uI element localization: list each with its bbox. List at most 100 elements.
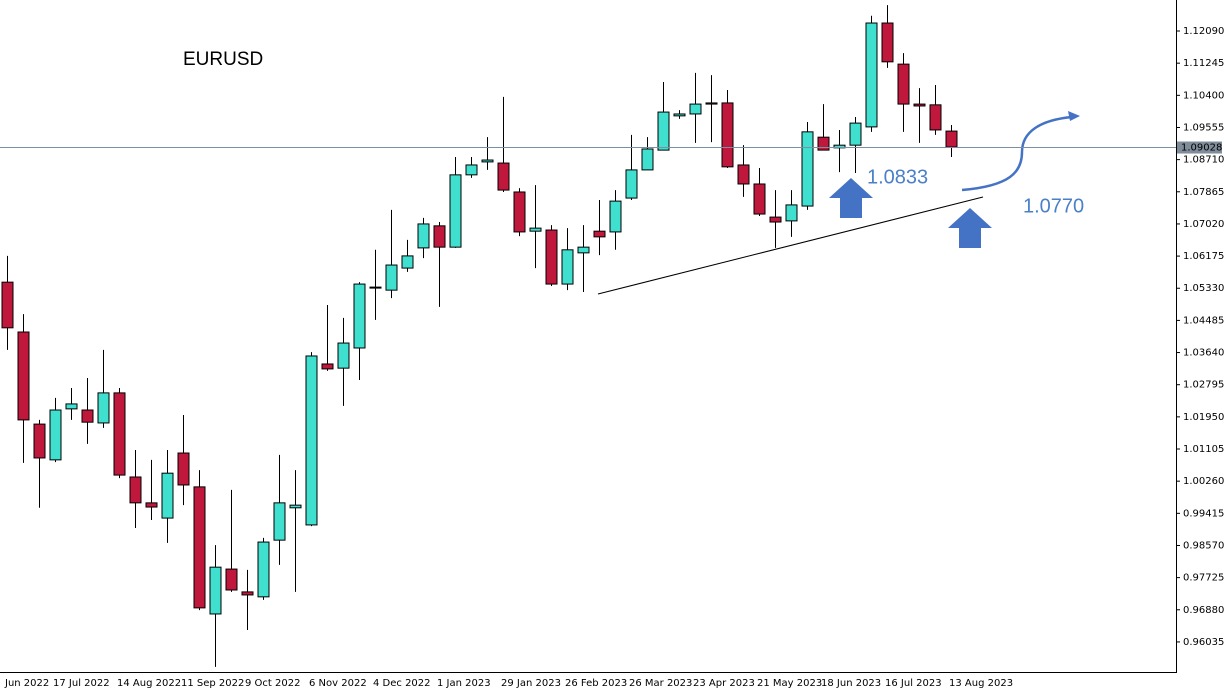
- candle-body: [17, 331, 30, 421]
- candle-body: [369, 286, 382, 289]
- x-tick-label: 4 Dec 2022: [373, 678, 431, 689]
- candle-body: [593, 230, 606, 238]
- candle-body: [33, 423, 46, 459]
- candle-body: [545, 229, 558, 285]
- up-arrow: [829, 178, 873, 218]
- candle-body: [257, 541, 270, 598]
- candle-body: [641, 148, 654, 171]
- candle-body: [417, 223, 430, 249]
- candle-body: [673, 113, 686, 117]
- arrow-head: [1068, 111, 1080, 121]
- candle-body: [785, 204, 798, 222]
- x-tick-label: 21 May 2023: [757, 678, 822, 689]
- y-tick-label: 1.07865: [1183, 187, 1224, 198]
- candle-body: [49, 409, 62, 461]
- y-tick-label: 1.02795: [1183, 380, 1224, 391]
- candle-body: [81, 409, 94, 423]
- x-tick-label: 17 Jul 2022: [53, 678, 110, 689]
- candle-body: [945, 130, 958, 148]
- y-tick-label: 1.01105: [1183, 444, 1224, 455]
- trend-line: [597, 196, 984, 295]
- x-tick-label: 18 Jun 2023: [821, 678, 881, 689]
- last-price-box: [1177, 141, 1222, 154]
- y-tick-label: 1.01950: [1183, 412, 1224, 423]
- candle-body: [321, 363, 334, 370]
- x-tick-label: Jun 2022: [4, 678, 49, 689]
- y-tick-label: 1.03640: [1183, 348, 1224, 359]
- candle-body: [1, 281, 14, 329]
- candle-body: [625, 169, 638, 199]
- x-tick-label: 16 Jul 2023: [885, 678, 942, 689]
- candle-body: [897, 63, 910, 105]
- candle-body: [193, 486, 206, 609]
- candle-body: [753, 183, 766, 215]
- candle-body: [497, 162, 510, 191]
- up-arrow: [948, 208, 992, 248]
- projection-curve: [961, 115, 1073, 192]
- candle-body: [353, 283, 366, 349]
- candle-body: [705, 102, 718, 105]
- candle-body: [289, 504, 302, 509]
- x-tick-label: 29 Jan 2023: [501, 678, 561, 689]
- candle-body: [577, 246, 590, 254]
- y-tick-label: 1.09555: [1183, 122, 1224, 133]
- candle-body: [305, 355, 318, 526]
- candle-body: [129, 476, 142, 504]
- x-tick-label: 11 Sep 2022: [181, 678, 244, 689]
- candle-body: [337, 342, 350, 369]
- y-tick-label: 0.97725: [1183, 573, 1224, 584]
- candle-body: [97, 392, 110, 424]
- candle-body: [737, 164, 750, 185]
- annotation: 1.0833: [867, 166, 928, 188]
- candle-body: [929, 104, 942, 131]
- x-tick-label: 6 Nov 2022: [309, 678, 367, 689]
- candle-body: [145, 502, 158, 508]
- candle-body: [609, 200, 622, 233]
- x-tick-label: 26 Mar 2023: [629, 678, 692, 689]
- candle-body: [433, 225, 446, 248]
- candle-body: [801, 131, 814, 207]
- candle-body: [385, 264, 398, 291]
- candle-body: [481, 159, 494, 163]
- x-tick-label: 1 Jan 2023: [437, 678, 491, 689]
- candle-body: [273, 502, 286, 541]
- chart-title: EURUSD: [183, 49, 263, 70]
- candle-body: [849, 122, 862, 146]
- candle-body: [721, 102, 734, 168]
- candle-body: [865, 22, 878, 128]
- candle-body: [881, 22, 894, 63]
- candle-body: [817, 136, 830, 151]
- x-tick-label: 23 Apr 2023: [693, 678, 755, 689]
- x-tick-label: 13 Aug 2023: [949, 678, 1013, 689]
- y-tick-label: 1.11245: [1183, 58, 1224, 69]
- annotation: 1.0770: [1023, 195, 1084, 217]
- candle-body: [161, 472, 174, 519]
- candle-body: [401, 255, 414, 269]
- y-tick-label: 1.08710: [1183, 155, 1224, 166]
- y-tick-label: 1.10400: [1183, 90, 1224, 101]
- y-tick-label: 0.99415: [1183, 508, 1224, 519]
- x-tick-label: 9 Oct 2022: [245, 678, 300, 689]
- y-tick-label: 1.07020: [1183, 219, 1224, 230]
- candle-body: [913, 103, 926, 107]
- candle-body: [769, 216, 782, 223]
- candle-body: [241, 591, 254, 596]
- candle-body: [225, 568, 238, 591]
- y-tick-label: 0.98570: [1183, 540, 1224, 551]
- y-tick-label: 1.04485: [1183, 315, 1224, 326]
- candle-body: [65, 403, 78, 410]
- candle-body: [561, 249, 574, 285]
- candle-body: [177, 452, 190, 486]
- candle-body: [449, 174, 462, 248]
- x-tick-label: 14 Aug 2022: [117, 678, 181, 689]
- y-tick-label: 1.05330: [1183, 283, 1224, 294]
- candle-body: [465, 164, 478, 176]
- y-tick-label: 1.00260: [1183, 476, 1224, 487]
- last-price-label: 1.09028: [1181, 143, 1222, 154]
- y-tick-label: 0.96880: [1183, 605, 1224, 616]
- candle-body: [209, 566, 222, 615]
- candle-body: [689, 103, 702, 115]
- candle-body: [513, 191, 526, 233]
